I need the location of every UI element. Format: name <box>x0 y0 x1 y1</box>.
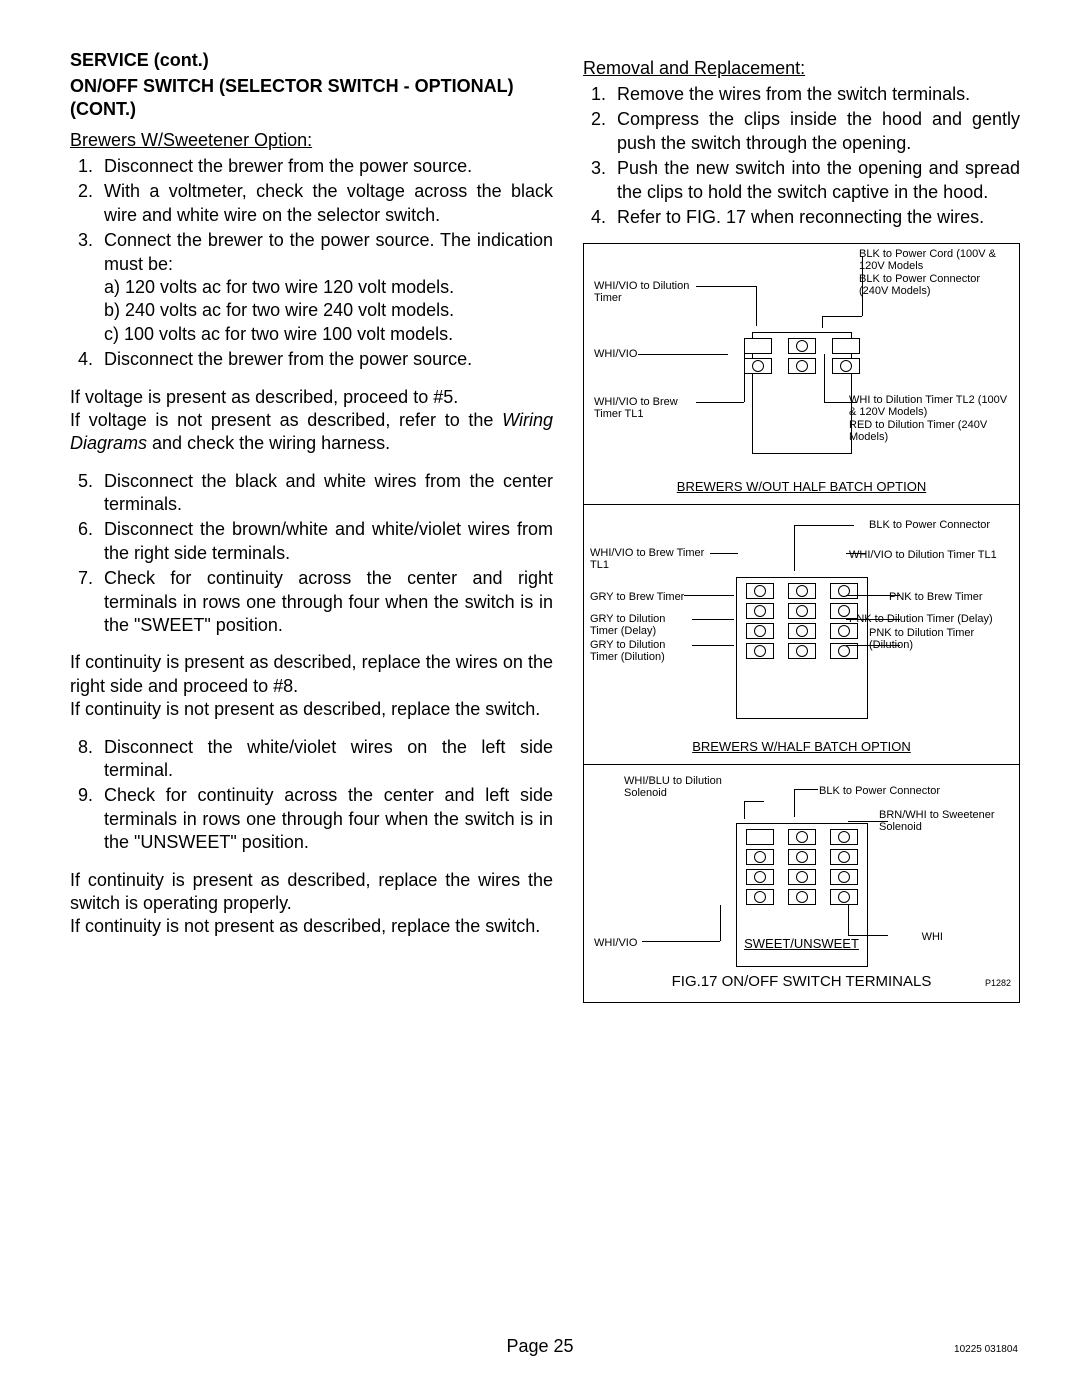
right-column: Removal and Replacement: Remove the wire… <box>583 50 1020 1003</box>
fig-panel-3: WHI/BLU to Dilution Solenoid WHI/VIO BLK… <box>584 764 1019 994</box>
lbl-p3-b: WHI/VIO <box>594 937 637 949</box>
lbl-p2-b: GRY to Brew Timer <box>590 591 684 603</box>
step-8: Disconnect the white/violet wires on the… <box>98 736 553 783</box>
r-step-2: Compress the clips inside the hood and g… <box>611 108 1020 155</box>
fig-panel-1: WHI/VIO to Dilution Timer WHI/VIO WHI/VI… <box>584 244 1019 504</box>
lbl-whi-dilution-tl2: WHI to Dilution Timer TL2 (100V & 120V M… <box>849 394 1009 442</box>
left-column: SERVICE (cont.) ON/OFF SWITCH (SELECTOR … <box>70 50 553 1003</box>
lbl-p2-d: GRY to Dilution Timer (Dilution) <box>590 639 690 663</box>
lbl-p2-i: PNK to Dilution Timer (Dilution) <box>869 627 1009 651</box>
continuity-note-1: If continuity is present as described, r… <box>70 651 553 721</box>
lbl-p2-g: PNK to Brew Timer <box>889 591 1009 603</box>
step-2: With a voltmeter, check the voltage acro… <box>98 180 553 227</box>
lbl-p2-c: GRY to Dilution Timer (Delay) <box>590 613 690 637</box>
lbl-p2-f: WHI/VIO to Dilution Timer TL1 <box>849 549 1009 561</box>
r-step-1: Remove the wires from the switch termina… <box>611 83 1020 106</box>
lbl-whi-vio-brew: WHI/VIO to Brew Timer TL1 <box>594 396 694 420</box>
lbl-p2-e: BLK to Power Connector <box>869 519 1009 531</box>
step-6: Disconnect the brown/white and white/vio… <box>98 518 553 565</box>
fig-panel-2: WHI/VIO to Brew Timer TL1 GRY to Brew Ti… <box>584 504 1019 764</box>
lbl-p3-c: BLK to Power Connector <box>819 785 959 797</box>
r-step-3: Push the new switch into the opening and… <box>611 157 1020 204</box>
switch-diagram-1 <box>732 338 872 448</box>
removal-steps: Remove the wires from the switch termina… <box>583 83 1020 229</box>
panel2-subhead: BREWERS W/HALF BATCH OPTION <box>584 739 1019 754</box>
lbl-p2-a: WHI/VIO to Brew Timer TL1 <box>590 547 710 571</box>
step-7: Check for continuity across the center a… <box>98 567 553 637</box>
lbl-p3-e: WHI <box>922 931 943 943</box>
lbl-whi-vio-dilution: WHI/VIO to Dilution Timer <box>594 280 694 304</box>
step-3: Connect the brewer to the power source. … <box>98 229 553 346</box>
step-9: Check for continuity across the center a… <box>98 784 553 854</box>
steps-8-9: Disconnect the white/violet wires on the… <box>70 736 553 855</box>
switch-diagram-2 <box>722 583 882 713</box>
removal-heading: Removal and Replacement: <box>583 58 1020 79</box>
step-1: Disconnect the brewer from the power sou… <box>98 155 553 178</box>
panel1-subhead: BREWERS W/OUT HALF BATCH OPTION <box>584 479 1019 494</box>
voltage-note: If voltage is present as described, proc… <box>70 386 553 456</box>
service-cont-heading: SERVICE (cont.) <box>70 50 553 71</box>
lbl-p3-a: WHI/BLU to Dilution Solenoid <box>624 775 734 799</box>
page-number: Page 25 <box>0 1336 1080 1357</box>
sweet-unsweet-label: SWEET/UNSWEET <box>744 937 859 951</box>
section-title: ON/OFF SWITCH (SELECTOR SWITCH - OPTIONA… <box>70 75 553 120</box>
step-5: Disconnect the black and white wires fro… <box>98 470 553 517</box>
steps-5-7: Disconnect the black and white wires fro… <box>70 470 553 638</box>
r-step-4: Refer to FIG. 17 when reconnecting the w… <box>611 206 1020 229</box>
figure-17: WHI/VIO to Dilution Timer WHI/VIO WHI/VI… <box>583 243 1020 1003</box>
figure-caption: FIG.17 ON/OFF SWITCH TERMINALS <box>584 973 1019 990</box>
doc-id: 10225 031804 <box>954 1344 1018 1355</box>
step-4: Disconnect the brewer from the power sou… <box>98 348 553 371</box>
figure-pnum: P1282 <box>985 978 1011 988</box>
continuity-note-2: If continuity is present as described, r… <box>70 869 553 939</box>
lbl-p3-d: BRN/WHI to Sweetener Solenoid <box>879 809 1009 833</box>
lbl-whi-vio: WHI/VIO <box>594 348 637 360</box>
brewers-sweetener-heading: Brewers W/Sweetener Option: <box>70 130 553 151</box>
lbl-blk-power: BLK to Power Cord (100V & 120V Models BL… <box>859 248 1009 296</box>
steps-1-4: Disconnect the brewer from the power sou… <box>70 155 553 372</box>
